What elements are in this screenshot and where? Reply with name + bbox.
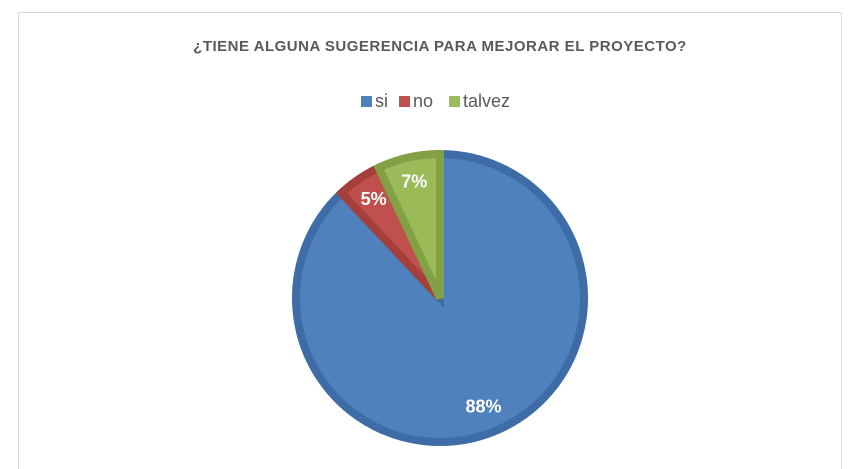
legend-swatch xyxy=(449,96,460,107)
legend-label: no xyxy=(413,91,433,111)
data-label: 7% xyxy=(401,172,427,192)
legend-swatch xyxy=(361,96,372,107)
data-label: 5% xyxy=(361,189,387,209)
data-label: 88% xyxy=(465,397,501,417)
chart-title: ¿TIENE ALGUNA SUGERENCIA PARA MEJORAR EL… xyxy=(193,38,687,55)
legend-swatch xyxy=(399,96,410,107)
pie-slice xyxy=(373,149,444,300)
legend-label: talvez xyxy=(463,91,510,111)
legend-label: si xyxy=(375,91,388,111)
